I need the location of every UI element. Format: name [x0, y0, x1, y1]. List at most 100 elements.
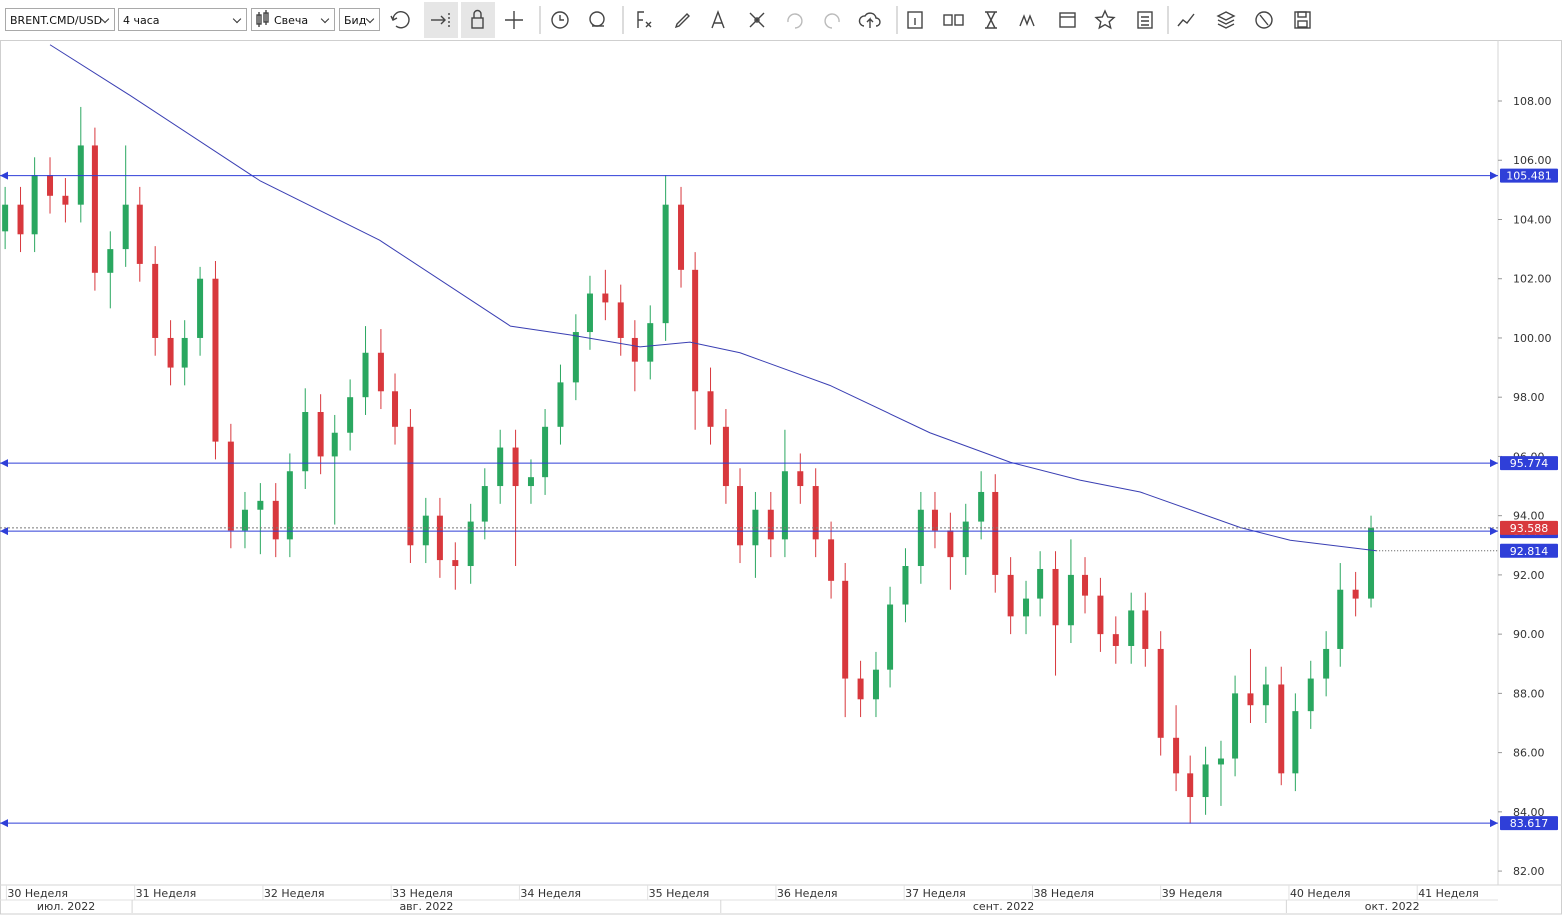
- candle-body: [422, 515, 429, 546]
- candle-body: [542, 426, 549, 478]
- month-label: авг. 2022: [399, 900, 453, 913]
- zoom-icon[interactable]: [589, 11, 605, 27]
- candle-body: [678, 204, 685, 270]
- candle-body: [392, 391, 399, 427]
- candle-body: [167, 337, 174, 368]
- nodes-icon[interactable]: [749, 12, 765, 28]
- month-label: июл. 2022: [37, 900, 95, 913]
- undo-icon[interactable]: [787, 13, 803, 29]
- candle-body: [481, 486, 488, 522]
- active-bg: [424, 2, 458, 38]
- candle-body: [1187, 773, 1194, 798]
- candle-body: [947, 530, 954, 558]
- compare-icon[interactable]: [943, 14, 964, 26]
- candle-body: [1097, 595, 1104, 635]
- layers-icon[interactable]: [1216, 11, 1236, 29]
- candle-body: [407, 426, 414, 546]
- crosshair-icon[interactable]: [505, 11, 523, 29]
- candle-body: [497, 447, 504, 487]
- y-tick-label: 90.00: [1513, 628, 1545, 641]
- candle-body: [1323, 648, 1330, 679]
- line-handle: [1490, 459, 1498, 468]
- candle-body: [812, 486, 819, 540]
- candle-body: [707, 391, 714, 427]
- shift-icon[interactable]: [431, 13, 450, 27]
- candle-body: [152, 263, 159, 338]
- pen-icon[interactable]: [674, 13, 690, 29]
- indicator-icon[interactable]: [637, 11, 652, 28]
- candle-body: [31, 175, 38, 235]
- calendar-icon[interactable]: [1059, 12, 1076, 28]
- active-bg: [461, 2, 495, 38]
- clock-icon[interactable]: [551, 11, 569, 29]
- candle-body: [362, 352, 369, 398]
- candle-body: [992, 491, 999, 575]
- wave-icon[interactable]: [1019, 14, 1035, 27]
- upload-icon[interactable]: [858, 12, 881, 28]
- candle-body: [917, 509, 924, 567]
- candle-body: [181, 337, 188, 368]
- candle-body: [631, 337, 638, 362]
- redo-icon[interactable]: [824, 13, 840, 29]
- save-icon[interactable]: [1294, 11, 1311, 29]
- candle-body: [1007, 574, 1014, 617]
- trend-icon[interactable]: [1177, 13, 1195, 27]
- price-side-select[interactable]: Бид: [339, 8, 380, 31]
- theme-icon[interactable]: [1255, 11, 1273, 29]
- candle-body: [467, 521, 474, 567]
- y-tick-label: 86.00: [1513, 747, 1545, 760]
- candle-body: [962, 521, 969, 558]
- symbol-select[interactable]: BRENT.CMD/USD: [5, 8, 115, 31]
- y-tick-label: 94.00: [1513, 510, 1545, 523]
- y-tick-label: 102.00: [1513, 273, 1552, 286]
- x-tick-label: 30 Неделя: [7, 887, 68, 900]
- price-label: 95.774: [1510, 457, 1549, 470]
- candle-body: [47, 175, 54, 196]
- line-handle: [0, 459, 8, 468]
- candle-body: [1232, 693, 1239, 759]
- candle-body: [602, 293, 609, 303]
- candle-body: [452, 560, 459, 567]
- refresh-icon[interactable]: [390, 11, 410, 29]
- candle-body: [436, 515, 443, 561]
- line-handle: [1490, 527, 1498, 536]
- candle-body: [272, 500, 279, 540]
- candle-body: [527, 477, 534, 487]
- candle-body: [842, 580, 849, 679]
- candle-body: [331, 432, 338, 457]
- y-tick-label: 108.00: [1513, 95, 1552, 108]
- candle-body: [978, 491, 985, 522]
- info-icon[interactable]: [907, 11, 923, 29]
- candle-body: [617, 302, 624, 338]
- line-handle: [0, 171, 8, 180]
- candle-body: [17, 204, 24, 235]
- star-icon[interactable]: [1094, 9, 1116, 30]
- y-tick-label: 106.00: [1513, 154, 1552, 167]
- candle-body: [1352, 589, 1359, 599]
- timeframe-select[interactable]: 4 часа: [118, 8, 247, 31]
- x-tick-label: 39 Неделя: [1162, 887, 1223, 900]
- candle-body: [1217, 758, 1224, 765]
- last-price-bg: [1500, 520, 1558, 535]
- candle-body: [931, 509, 938, 531]
- compass-icon[interactable]: [711, 10, 725, 29]
- price-label: 83.617: [1510, 817, 1549, 830]
- x-tick-label: 41 Неделя: [1418, 887, 1479, 900]
- list-icon[interactable]: [1137, 11, 1153, 29]
- candle-body: [1142, 610, 1149, 649]
- hourglass-icon[interactable]: [985, 11, 997, 29]
- line-handle: [0, 527, 8, 536]
- lock-icon[interactable]: [471, 9, 484, 29]
- candle-body: [572, 332, 579, 383]
- candle-body: [197, 278, 204, 338]
- moving-average: [49, 44, 1377, 552]
- style-select[interactable]: Свеча: [251, 8, 335, 31]
- candle-body: [122, 204, 129, 250]
- y-tick-label: 100.00: [1513, 332, 1552, 345]
- x-tick-label: 36 Неделя: [777, 887, 838, 900]
- candle-body: [62, 195, 69, 205]
- plot-border: [0, 40, 1562, 915]
- x-tick-label: 33 Неделя: [392, 887, 453, 900]
- candle-body: [107, 249, 114, 273]
- candle-body: [317, 412, 324, 457]
